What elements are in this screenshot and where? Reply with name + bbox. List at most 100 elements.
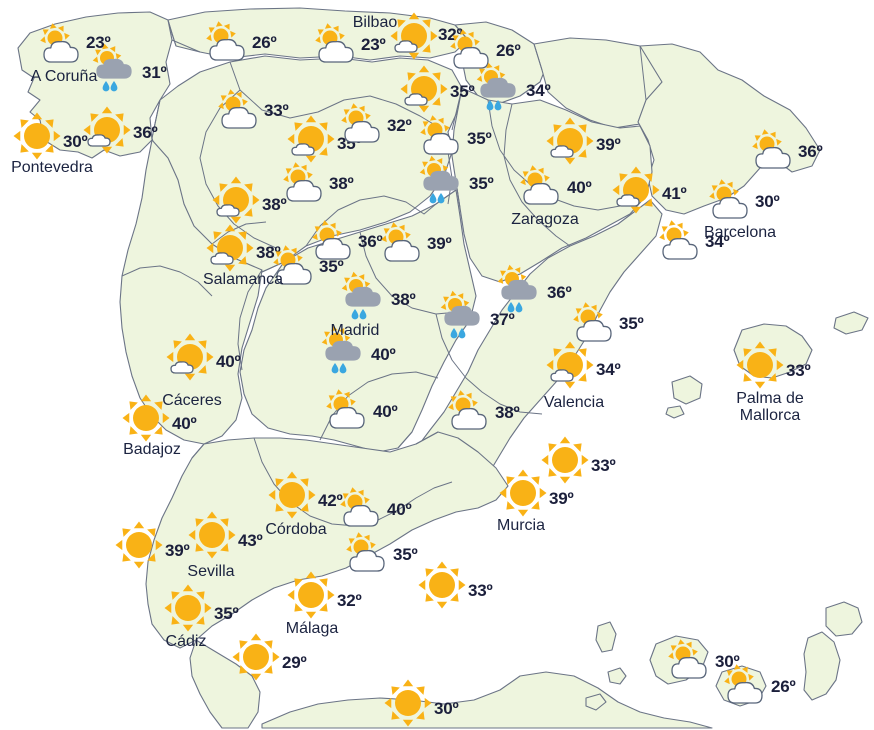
city-label: Barcelona <box>703 224 777 241</box>
cloud-sun-icon <box>314 23 360 66</box>
city-label: Badajoz <box>123 441 181 458</box>
temperature-label: 30º <box>715 652 740 671</box>
city-label: Madrid <box>330 322 380 339</box>
weather-station[interactable]: 34º <box>546 341 621 389</box>
weather-station[interactable]: 30º <box>708 179 780 222</box>
weather-station[interactable]: 36º <box>83 106 158 154</box>
cloud-sun-icon <box>519 165 565 208</box>
weather-station[interactable]: 30º <box>667 639 740 682</box>
weather-station[interactable]: 23º <box>39 23 111 66</box>
rain-cloud-sun-icon <box>440 290 487 339</box>
island-la-gomera <box>607 667 627 685</box>
cloud-sun-icon <box>708 179 754 222</box>
weather-station[interactable]: 40º <box>122 394 197 442</box>
weather-station[interactable]: 40º <box>519 165 592 208</box>
weather-station[interactable]: 35º <box>287 115 362 163</box>
temperature-label: 34º <box>705 232 730 251</box>
weather-station[interactable]: 40º <box>166 333 241 381</box>
cloud-sun-icon <box>667 639 713 682</box>
weather-station[interactable]: 33º <box>736 341 811 389</box>
weather-station[interactable]: 33º <box>541 436 616 484</box>
weather-station[interactable]: 35º <box>164 584 239 632</box>
temperature-label: 26º <box>252 33 277 52</box>
sun-cloud-icon <box>612 166 660 214</box>
sun-cloud-icon <box>390 12 438 60</box>
weather-station[interactable]: 36º <box>497 264 572 313</box>
temperature-label: 40º <box>172 414 197 433</box>
temperature-label: 31º <box>142 63 167 82</box>
weather-station[interactable]: 38º <box>206 224 281 272</box>
weather-station[interactable]: 35º <box>419 115 492 158</box>
temperature-label: 39º <box>549 489 574 508</box>
weather-station[interactable]: 39º <box>546 117 621 165</box>
weather-station[interactable]: 35º <box>400 65 475 113</box>
weather-station[interactable]: 39º <box>115 521 190 569</box>
weather-station[interactable]: 38º <box>447 390 520 433</box>
region-north-africa-coast <box>261 671 713 729</box>
weather-station[interactable]: 31º <box>92 43 167 92</box>
weather-station[interactable]: 36º <box>751 129 823 172</box>
weather-station[interactable]: 35º <box>345 532 418 575</box>
sun-cloud-icon <box>206 224 254 272</box>
weather-station[interactable]: 34º <box>658 220 730 263</box>
weather-station[interactable]: 34º <box>476 62 551 111</box>
weather-station[interactable]: 29º <box>232 633 307 681</box>
island-lanzarote <box>825 601 863 637</box>
temperature-label: 35º <box>619 314 644 333</box>
temperature-label: 39º <box>427 234 452 253</box>
weather-station[interactable]: 40º <box>325 389 398 432</box>
weather-station[interactable]: 26º <box>205 21 277 64</box>
island-fuerteventura <box>803 631 841 701</box>
temperature-label: 26º <box>771 677 796 696</box>
temperature-label: 23º <box>361 35 386 54</box>
weather-station[interactable]: 32º <box>390 12 463 60</box>
sun-cloud-icon <box>287 115 335 163</box>
weather-station[interactable]: 32º <box>287 571 362 619</box>
island-la-palma <box>595 621 617 653</box>
weather-station[interactable]: 40º <box>339 487 412 530</box>
sun-icon <box>736 341 784 389</box>
weather-station[interactable]: 30º <box>384 679 459 727</box>
weather-station[interactable]: 40º <box>321 325 396 374</box>
city-label: Pontevedra <box>11 159 93 176</box>
temperature-label: 30º <box>63 132 88 151</box>
weather-station[interactable]: 35º <box>419 155 494 204</box>
temperature-label: 30º <box>755 192 780 211</box>
region-aragon <box>451 87 653 283</box>
weather-station[interactable]: 39º <box>499 469 574 517</box>
weather-station[interactable]: 36º <box>311 220 383 263</box>
sun-icon <box>188 511 236 559</box>
weather-station[interactable]: 38º <box>212 176 287 224</box>
weather-station[interactable]: 37º <box>440 290 515 339</box>
weather-station[interactable]: 30º <box>13 112 88 160</box>
weather-station[interactable]: 33º <box>418 561 493 609</box>
weather-station[interactable]: 38º <box>341 271 416 320</box>
weather-station[interactable]: 39º <box>380 222 452 265</box>
temperature-label: 39º <box>596 135 621 154</box>
sun-cloud-icon <box>546 341 594 389</box>
weather-station[interactable]: 38º <box>282 162 354 205</box>
weather-station[interactable]: 42º <box>268 471 343 519</box>
province-borders <box>121 19 647 527</box>
weather-station[interactable]: 23º <box>314 23 386 66</box>
cloud-sun-icon <box>751 129 797 172</box>
sun-icon <box>164 584 212 632</box>
weather-station[interactable]: 43º <box>188 511 263 559</box>
weather-station[interactable]: 35º <box>272 245 344 288</box>
temperature-label: 29º <box>282 653 307 672</box>
weather-station[interactable]: 41º <box>612 166 687 214</box>
city-label: Cáceres <box>162 392 222 409</box>
sun-icon <box>122 394 170 442</box>
cloud-sun-icon <box>723 664 769 707</box>
temperature-label: 26º <box>496 41 521 60</box>
weather-station[interactable]: 26º <box>723 664 796 707</box>
weather-station[interactable]: 33º <box>217 89 289 132</box>
weather-station[interactable]: 26º <box>449 29 521 72</box>
cloud-sun-icon <box>447 390 493 433</box>
weather-station[interactable]: 32º <box>340 103 412 146</box>
cloud-sun-icon <box>419 115 465 158</box>
temperature-label: 32º <box>387 116 412 135</box>
city-label: A Coruña <box>30 68 98 85</box>
weather-station[interactable]: 35º <box>572 302 644 345</box>
temperature-label: 34º <box>596 360 621 379</box>
